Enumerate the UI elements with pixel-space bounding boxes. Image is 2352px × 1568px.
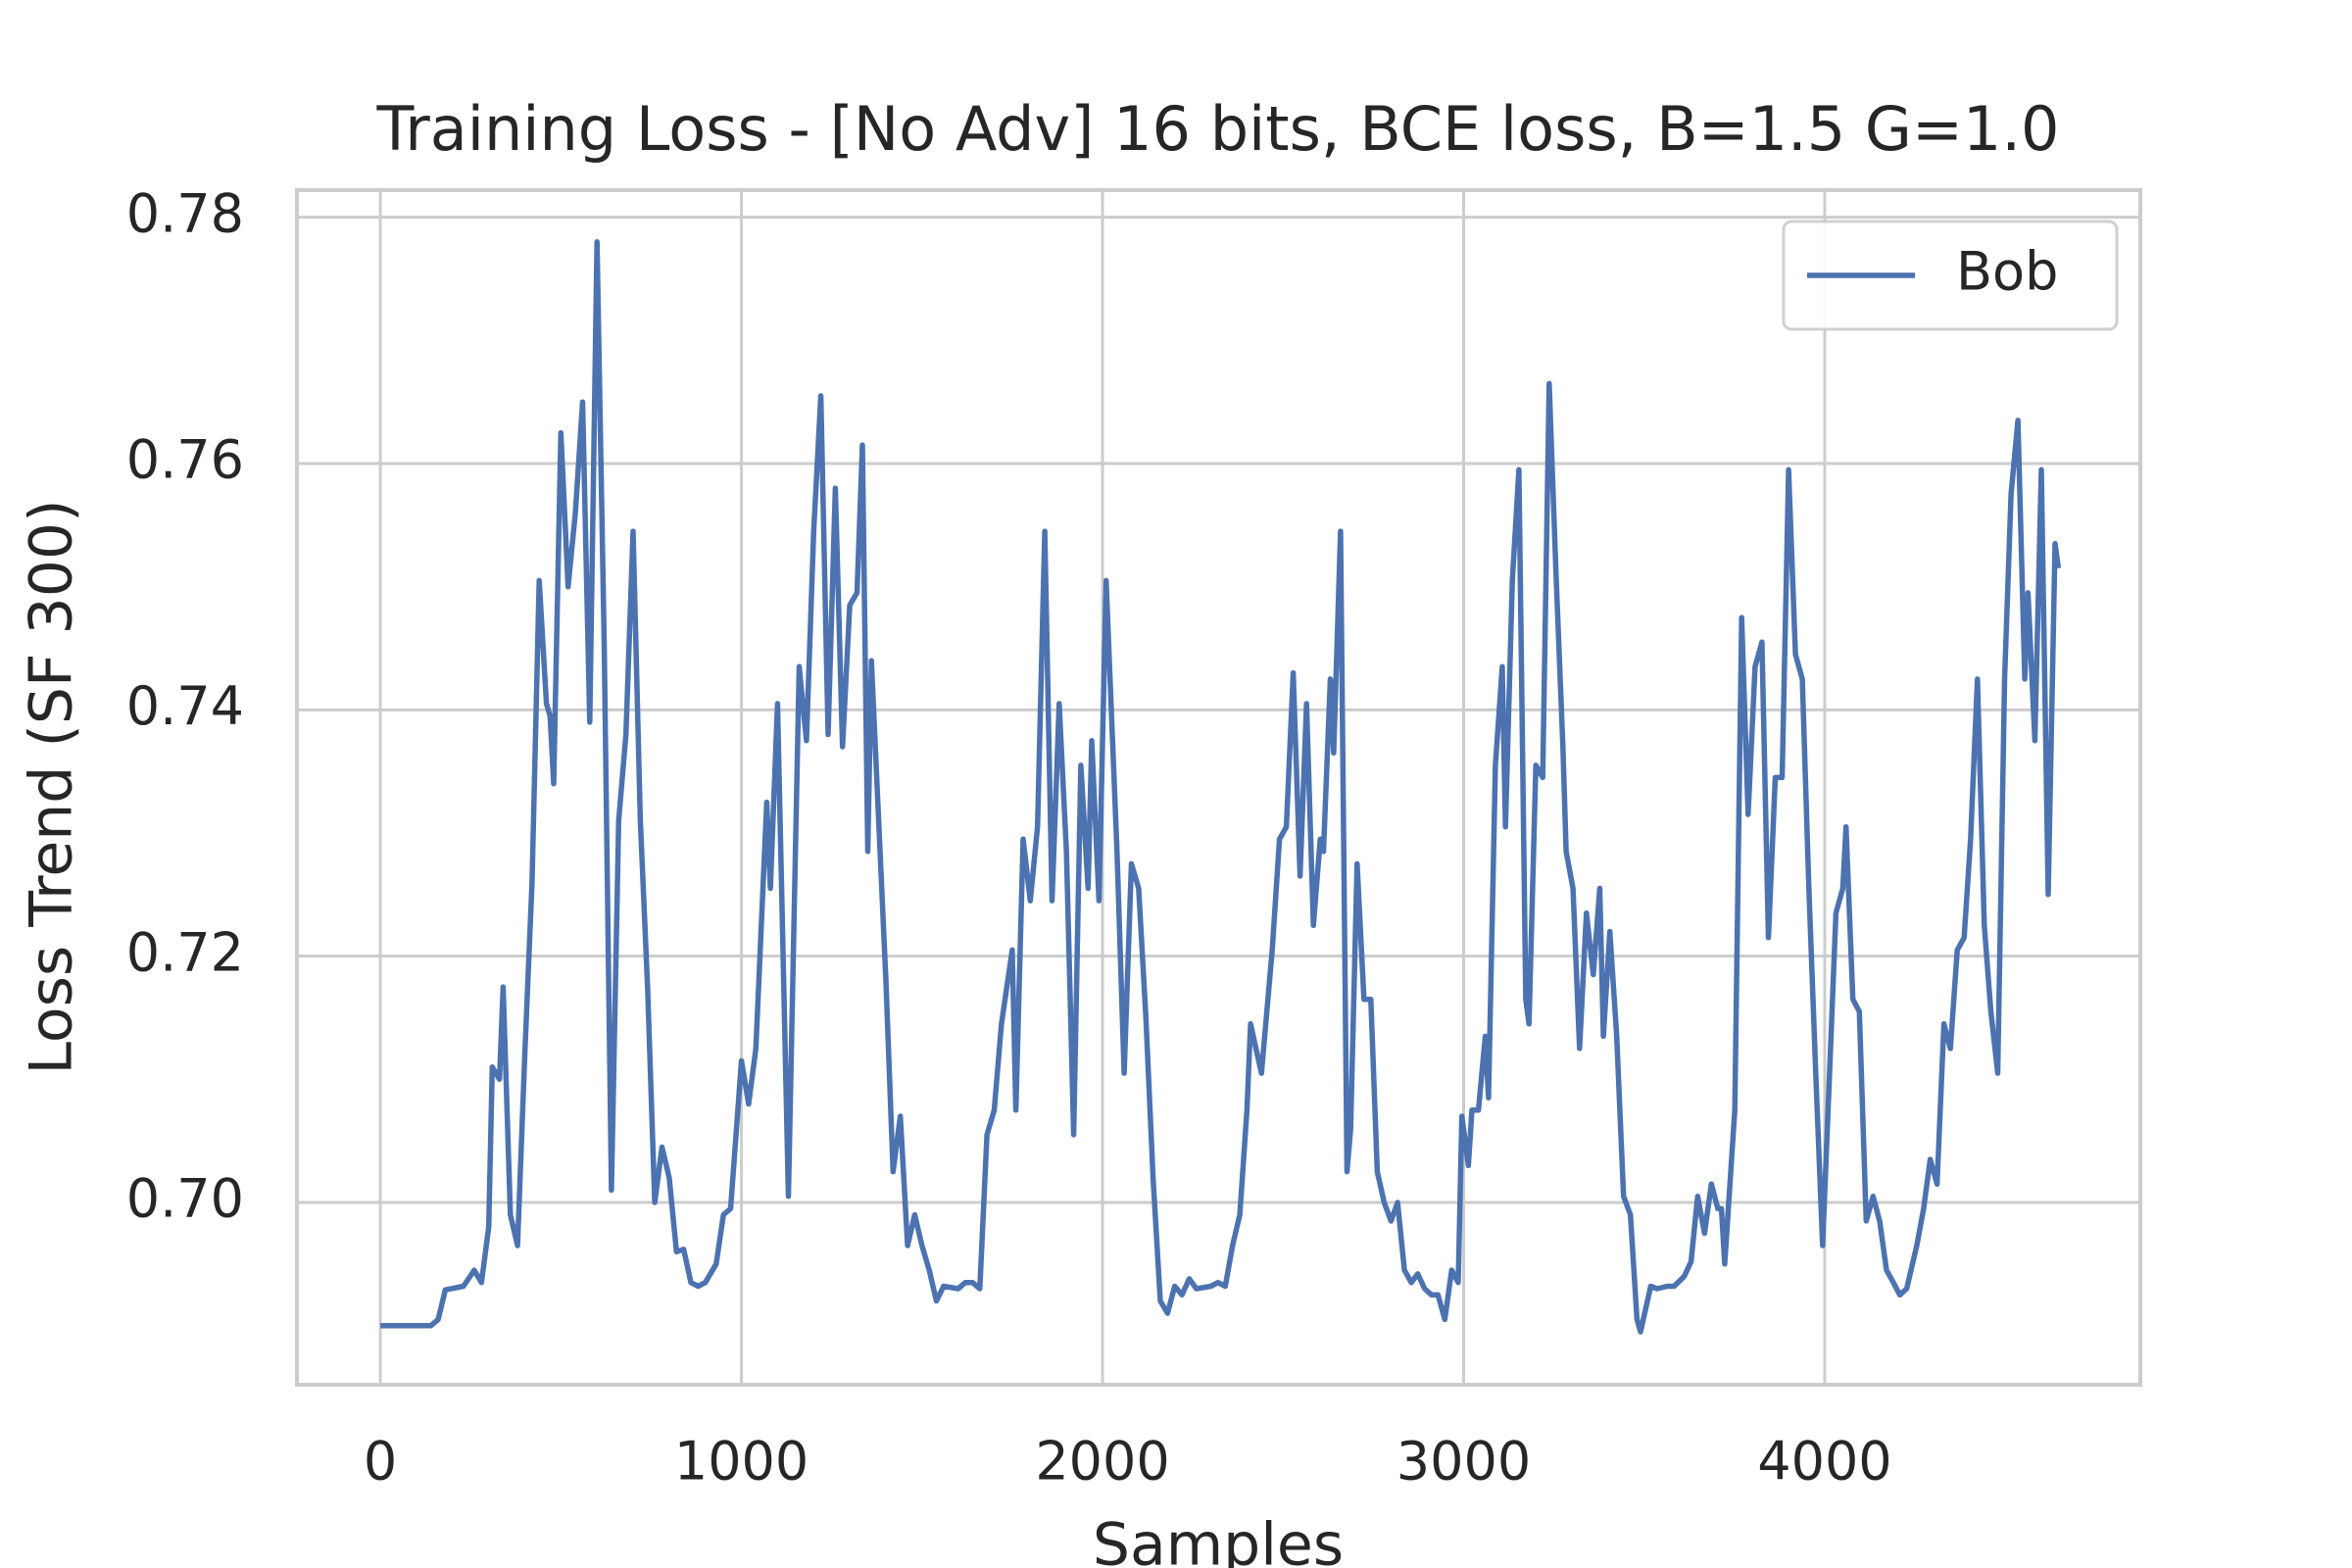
y-tick-label: 0.76 <box>126 429 244 491</box>
y-tick-label: 0.74 <box>126 675 244 737</box>
x-axis-label: Samples <box>1093 1511 1344 1568</box>
x-tick-label: 0 <box>364 1431 397 1493</box>
x-tick-label: 2000 <box>1035 1431 1169 1493</box>
legend-box <box>1782 220 2119 331</box>
x-tick-label: 3000 <box>1396 1431 1531 1493</box>
chart-title: Training Loss - [No Adv] 16 bits, BCE lo… <box>376 93 2060 165</box>
plot-frame <box>295 188 2142 1387</box>
x-tick-label: 1000 <box>674 1431 808 1493</box>
data-line <box>380 239 2062 1335</box>
y-axis-label: Loss Trend (SF 300) <box>18 500 86 1075</box>
y-tick-label: 0.78 <box>126 182 244 244</box>
legend-label: Bob <box>1956 241 2058 303</box>
y-tick-label: 0.72 <box>126 921 244 983</box>
y-tick-label: 0.70 <box>126 1168 244 1230</box>
x-tick-label: 4000 <box>1757 1431 1891 1493</box>
